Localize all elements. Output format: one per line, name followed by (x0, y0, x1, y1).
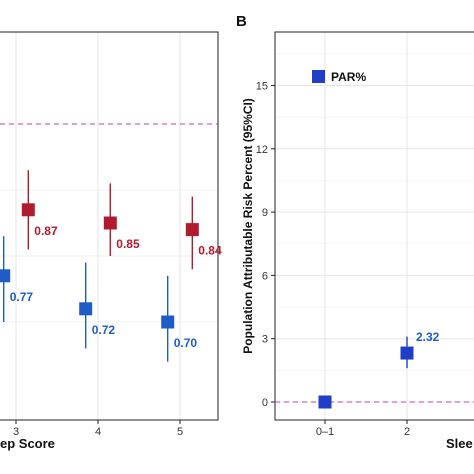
data-point (318, 395, 332, 409)
data-point (161, 315, 175, 329)
data-point (185, 223, 199, 237)
y-tick-label: 12 (256, 144, 268, 156)
data-label: 0.70 (174, 336, 198, 350)
x-tick-label: 3 (13, 426, 19, 438)
panel-a-frame (0, 31, 219, 421)
y-axis-label: Population Attributable Risk Percent (95… (241, 98, 255, 354)
x-tick-label: 2 (404, 426, 410, 438)
data-label: 0.84 (198, 244, 222, 258)
data-label: 0.85 (116, 237, 140, 251)
x-tick-label: 4 (95, 426, 101, 438)
x-axis-label: ep Score (0, 436, 55, 451)
data-label: 0.87 (34, 224, 58, 238)
legend-label: PAR% (331, 70, 366, 84)
x-tick-label: 5 (177, 426, 183, 438)
x-tick-label: 0–1 (316, 426, 334, 438)
y-tick-label: 9 (262, 207, 268, 219)
data-point (0, 269, 11, 283)
data-point (21, 203, 35, 217)
legend-swatch (312, 70, 325, 83)
panel-b-frame (274, 31, 474, 421)
y-tick-label: 6 (262, 270, 268, 282)
y-tick-label: 0 (262, 397, 268, 409)
data-label: 0.77 (10, 290, 34, 304)
panel-letter-b: B (236, 13, 247, 30)
data-label: 2.32 (416, 330, 440, 344)
data-label: 0.72 (92, 323, 116, 337)
x-axis-label: Slee (446, 436, 473, 451)
data-point (79, 302, 93, 316)
data-point (103, 216, 117, 230)
data-point (400, 346, 414, 360)
y-tick-label: 3 (262, 334, 268, 346)
y-tick-label: 15 (256, 81, 268, 93)
